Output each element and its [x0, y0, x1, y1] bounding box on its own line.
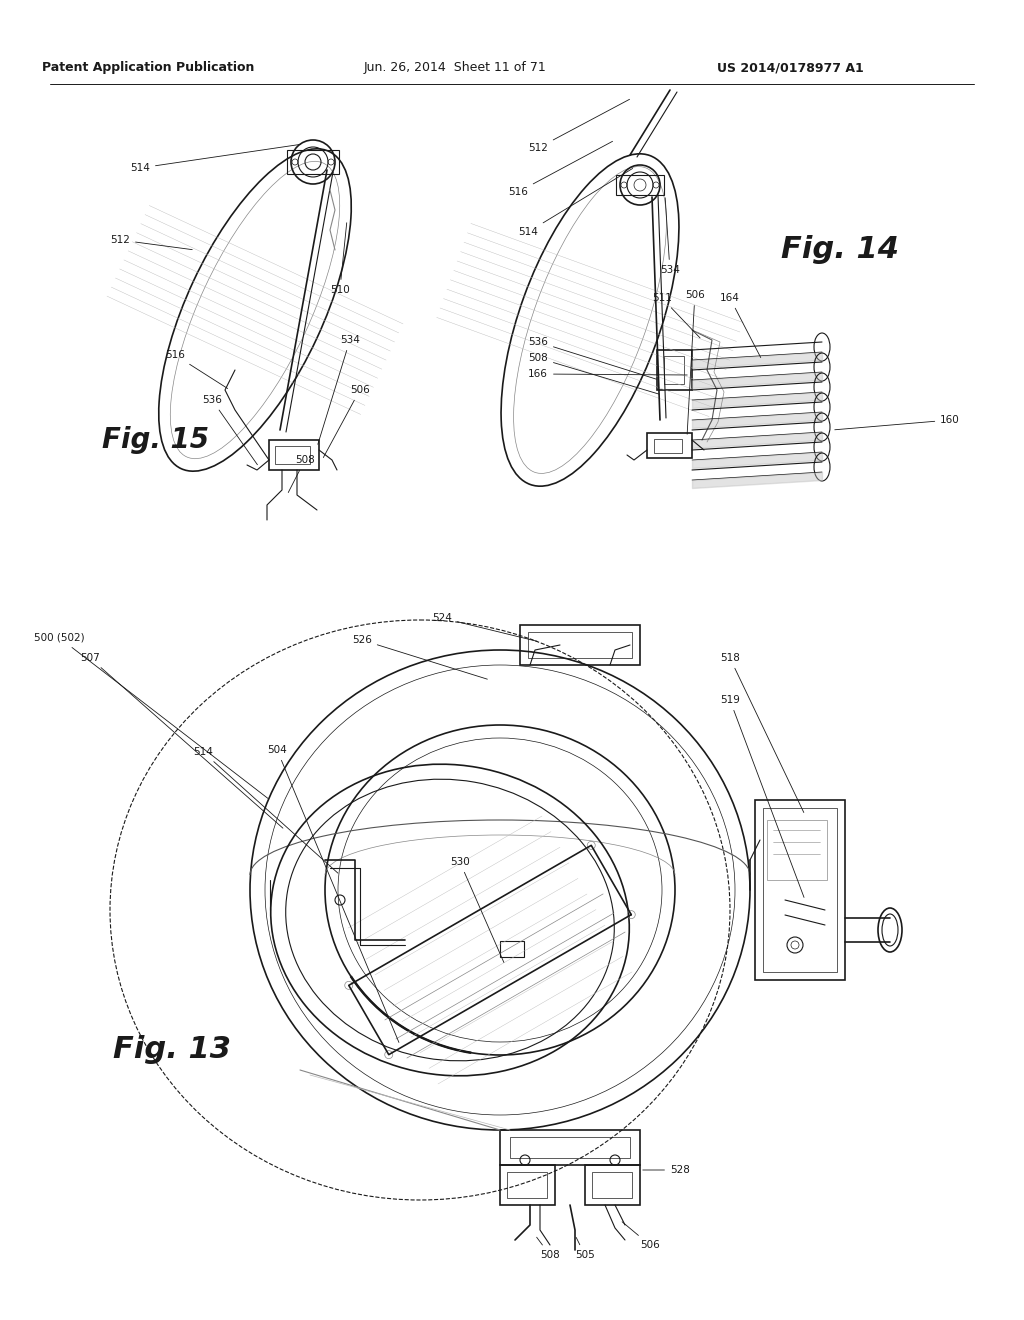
Text: 536: 536	[202, 395, 257, 465]
Bar	[657, 350, 692, 389]
Text: 534: 534	[660, 198, 680, 275]
Text: 511: 511	[652, 293, 700, 338]
Text: 524: 524	[432, 612, 538, 642]
Bar	[767, 820, 827, 880]
Text: Fig. 14: Fig. 14	[781, 235, 899, 264]
Text: 536: 536	[528, 337, 656, 379]
Text: 528: 528	[643, 1166, 690, 1175]
Text: 508: 508	[289, 455, 314, 492]
Text: Jun. 26, 2014  Sheet 11 of 71: Jun. 26, 2014 Sheet 11 of 71	[364, 62, 547, 74]
Bar	[654, 440, 682, 453]
Text: US 2014/0178977 A1: US 2014/0178977 A1	[717, 62, 863, 74]
Text: 514: 514	[194, 747, 338, 873]
Bar	[501, 941, 524, 957]
Bar	[500, 1130, 640, 1166]
Text: 160: 160	[835, 414, 961, 430]
Text: 512: 512	[111, 235, 193, 249]
Bar	[520, 624, 640, 665]
Text: 506: 506	[623, 1222, 659, 1250]
Text: 530: 530	[450, 857, 504, 962]
Bar	[664, 356, 684, 384]
Text: 512: 512	[528, 99, 630, 153]
Text: 534: 534	[317, 335, 359, 445]
Text: 500 (502): 500 (502)	[35, 634, 268, 799]
Text: 526: 526	[352, 635, 487, 680]
Bar	[763, 808, 837, 972]
Text: 506: 506	[324, 385, 370, 458]
Bar	[287, 150, 339, 174]
Bar	[269, 440, 319, 470]
Text: 516: 516	[508, 141, 612, 197]
Bar	[755, 800, 845, 979]
Text: 519: 519	[720, 696, 804, 898]
Text: 507: 507	[80, 653, 283, 828]
Text: 510: 510	[330, 223, 350, 294]
Text: 516: 516	[165, 350, 227, 388]
Text: 518: 518	[720, 653, 804, 813]
Text: 508: 508	[537, 1237, 560, 1261]
Bar	[585, 1166, 640, 1205]
Text: Patent Application Publication: Patent Application Publication	[42, 62, 254, 74]
Bar	[510, 1137, 630, 1158]
Bar	[528, 632, 632, 657]
Bar	[616, 176, 664, 195]
Bar	[507, 1172, 547, 1199]
Text: 508: 508	[528, 352, 659, 395]
Text: 504: 504	[267, 744, 399, 1043]
Text: 514: 514	[518, 169, 633, 238]
Text: 514: 514	[130, 144, 300, 173]
Text: 506: 506	[685, 290, 705, 434]
Text: 164: 164	[720, 293, 761, 358]
Bar	[592, 1172, 632, 1199]
Text: Fig. 13: Fig. 13	[113, 1035, 231, 1064]
Text: 166: 166	[528, 370, 687, 379]
Text: 505: 505	[575, 1237, 595, 1261]
Bar	[647, 433, 692, 458]
Bar	[500, 1166, 555, 1205]
Bar	[275, 446, 310, 465]
Text: Fig. 15: Fig. 15	[101, 426, 209, 454]
